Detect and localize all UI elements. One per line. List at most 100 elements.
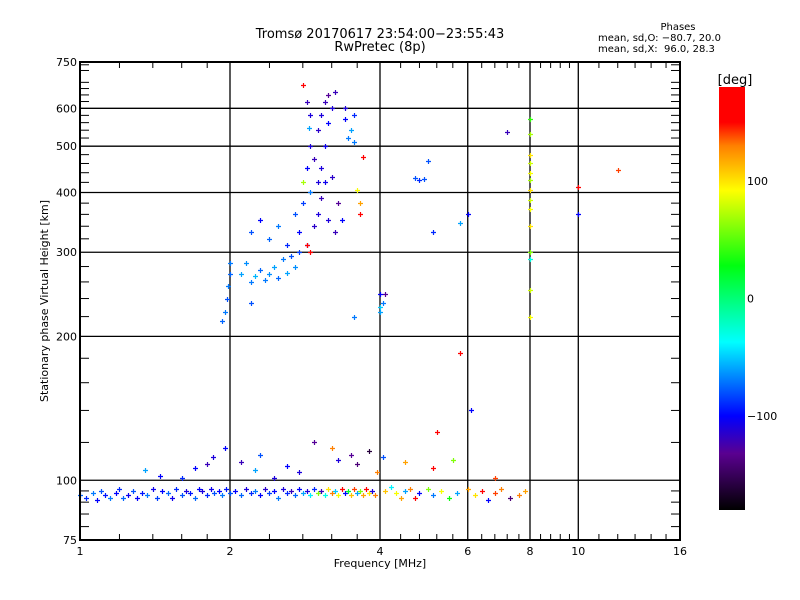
- data-point: [263, 278, 268, 283]
- data-point: [528, 250, 533, 255]
- data-point: [308, 144, 313, 149]
- data-points: [78, 83, 621, 503]
- data-point: [323, 493, 328, 498]
- data-point: [140, 491, 145, 496]
- data-point: [330, 106, 335, 111]
- data-point: [228, 491, 233, 496]
- data-point: [308, 113, 313, 118]
- data-point: [166, 491, 171, 496]
- data-point: [383, 292, 388, 297]
- data-point: [174, 487, 179, 492]
- data-point: [378, 310, 383, 315]
- data-point: [258, 493, 263, 498]
- data-point: [358, 212, 363, 217]
- data-point: [316, 212, 321, 217]
- data-point: [249, 280, 254, 285]
- phase-stats-x: mean, sd,X: 96.0, 28.3: [598, 44, 715, 55]
- data-point: [143, 468, 148, 473]
- data-point: [276, 496, 281, 501]
- data-point: [170, 496, 175, 501]
- y-tick-label: 75: [63, 534, 77, 547]
- data-point: [253, 489, 258, 494]
- data-point: [333, 489, 338, 494]
- data-point: [91, 491, 96, 496]
- data-point: [394, 491, 399, 496]
- data-point: [180, 493, 185, 498]
- data-point: [466, 487, 471, 492]
- data-point: [528, 117, 533, 122]
- data-point: [323, 100, 328, 105]
- data-point: [297, 487, 302, 492]
- data-point: [276, 276, 281, 281]
- data-point: [316, 491, 321, 496]
- data-point: [263, 487, 268, 492]
- data-point: [343, 117, 348, 122]
- data-point: [364, 487, 369, 492]
- data-point: [508, 496, 513, 501]
- data-point: [220, 319, 225, 324]
- data-point: [301, 201, 306, 206]
- data-point: [197, 487, 202, 492]
- data-point: [343, 106, 348, 111]
- data-point: [426, 159, 431, 164]
- colorbar-tick-label: 0: [747, 293, 754, 306]
- data-point: [361, 155, 366, 160]
- data-point: [319, 196, 324, 201]
- grid-lines: [80, 62, 680, 540]
- data-point: [131, 489, 136, 494]
- colorbar-tick-label: −100: [747, 410, 777, 423]
- data-point: [493, 491, 498, 496]
- data-point: [285, 243, 290, 248]
- data-point: [121, 496, 126, 501]
- data-point: [340, 487, 345, 492]
- data-point: [249, 230, 254, 235]
- data-point: [184, 489, 189, 494]
- data-point: [426, 487, 431, 492]
- data-point: [330, 491, 335, 496]
- data-point: [297, 250, 302, 255]
- data-point: [135, 496, 140, 501]
- data-point: [517, 493, 522, 498]
- data-point: [297, 230, 302, 235]
- data-point: [352, 487, 357, 492]
- data-point: [499, 487, 504, 492]
- data-point: [373, 493, 378, 498]
- data-point: [355, 491, 360, 496]
- data-point: [293, 265, 298, 270]
- data-point: [305, 100, 310, 105]
- chart-subtitle: RwPretec (8p): [334, 40, 426, 55]
- data-point: [326, 218, 331, 223]
- x-tick-label: 2: [227, 545, 234, 558]
- axis-ticks: [80, 62, 680, 540]
- data-point: [326, 487, 331, 492]
- data-point: [258, 453, 263, 458]
- data-point: [323, 180, 328, 185]
- data-point: [346, 136, 351, 141]
- data-point: [267, 237, 272, 242]
- data-point: [403, 460, 408, 465]
- data-point: [469, 408, 474, 413]
- data-point: [312, 487, 317, 492]
- colorbar-tick-labels: 100 0 −100: [747, 175, 777, 423]
- colorbar-label: [deg]: [718, 73, 753, 88]
- data-point: [505, 130, 510, 135]
- data-point: [528, 132, 533, 137]
- data-point: [367, 449, 372, 454]
- data-point: [413, 176, 418, 181]
- plot-frame: [79, 61, 681, 541]
- data-point: [326, 121, 331, 126]
- x-tick-label: 8: [527, 545, 534, 558]
- data-point: [528, 171, 533, 176]
- data-point: [316, 128, 321, 133]
- data-point: [383, 489, 388, 494]
- data-point: [244, 487, 249, 492]
- data-point: [389, 485, 394, 490]
- data-point: [349, 453, 354, 458]
- y-tick-label: 300: [56, 246, 77, 259]
- data-point: [336, 201, 341, 206]
- data-point: [312, 157, 317, 162]
- data-point: [358, 201, 363, 206]
- data-point: [528, 315, 533, 320]
- x-tick-label: 6: [464, 545, 471, 558]
- y-tick-label: 100: [56, 474, 77, 487]
